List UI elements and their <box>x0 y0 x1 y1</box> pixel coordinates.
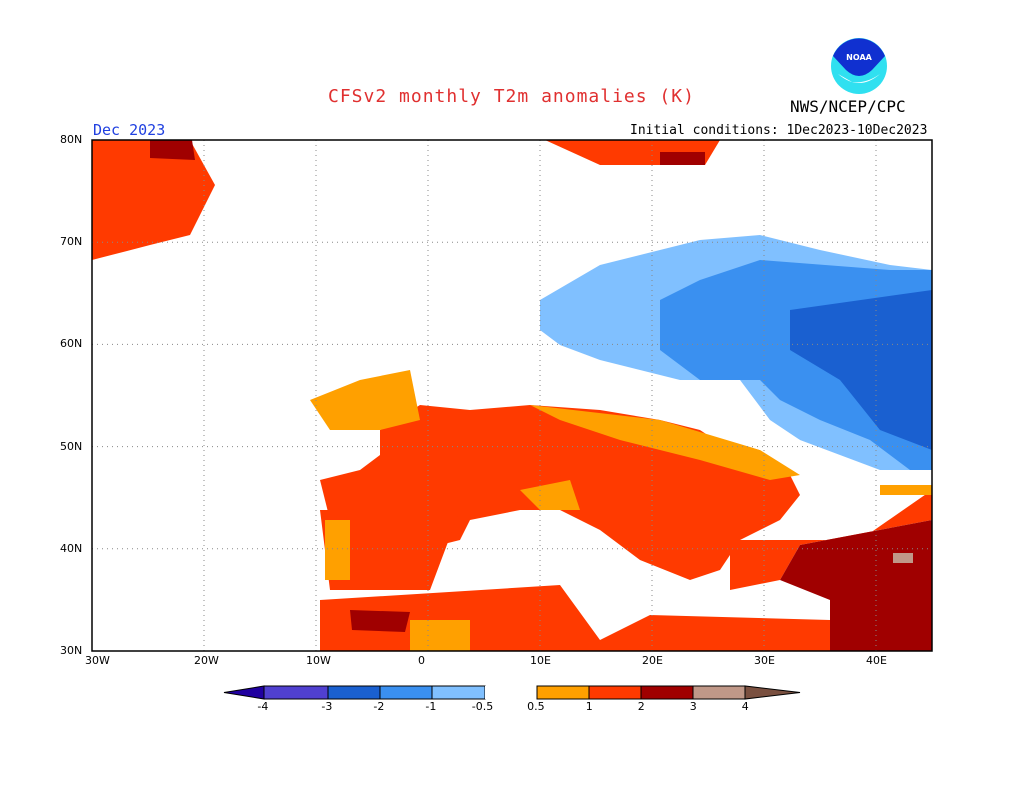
anomaly-uk <box>310 370 420 430</box>
lon-tick-label: 0 <box>418 654 425 667</box>
colorbar-segment <box>223 685 265 700</box>
lon-tick-label: 40E <box>866 654 887 667</box>
anomaly-iberia <box>320 510 460 590</box>
anomaly-very-strong-spot <box>893 553 913 563</box>
colorbar-segment <box>431 685 486 700</box>
lat-tick-label: 80N <box>60 133 83 146</box>
lat-tick-label: 60N <box>60 337 83 351</box>
noaa-logo: NOAA <box>831 38 887 94</box>
anomaly-morocco-strong <box>350 610 410 632</box>
lon-tick-label: 30W <box>85 654 110 667</box>
anomaly-field <box>92 140 932 651</box>
anomaly-svalbard-strong <box>660 152 705 165</box>
colorbar-tick-label: 0.5 <box>527 700 545 713</box>
lon-tick-label: 20E <box>642 654 663 667</box>
anomaly-central-europe-mild <box>530 405 800 480</box>
colorbar-segment <box>263 685 329 700</box>
graticule <box>92 140 932 651</box>
colorbar-tick-label: -0.5 <box>471 700 494 713</box>
colorbar-segment <box>588 685 642 700</box>
lon-tick-label: 30E <box>754 654 775 667</box>
colorbar-segment <box>744 685 801 700</box>
colorbar-segment <box>692 685 746 700</box>
colorbar-segment <box>379 685 433 700</box>
colorbar <box>223 685 801 700</box>
colorbar-tick-label: 3 <box>689 700 697 713</box>
figure-title: CFSv2 monthly T2m anomalies (K) <box>328 86 695 107</box>
colorbar-segment <box>485 686 537 699</box>
anomaly-middle-east-strong <box>780 520 932 651</box>
colorbar-tick-label: 4 <box>741 700 749 713</box>
colorbar-tick-label: -4 <box>257 700 269 713</box>
noaa-logo-text: NOAA <box>846 53 872 62</box>
lat-tick-label: 70N <box>60 235 83 249</box>
valid-month-label: Dec 2023 <box>93 121 166 139</box>
colorbar-tick-label: -1 <box>425 700 437 713</box>
colorbar-tick-label: -2 <box>373 700 385 713</box>
map-frame <box>91 139 933 652</box>
organization-label: NWS/NCEP/CPC <box>790 97 906 116</box>
lon-tick-label: 10E <box>530 654 551 667</box>
lat-tick-label: 50N <box>60 439 83 453</box>
anomaly-russia-colder <box>790 290 932 450</box>
colorbar-tick-label: -3 <box>321 700 333 713</box>
anomaly-caspian-mild <box>880 485 932 495</box>
lat-tick-label: 40N <box>60 541 83 555</box>
colorbar-tick-label: 1 <box>585 700 593 713</box>
anomaly-north-africa-mild <box>410 620 470 651</box>
anomaly-greenland <box>92 140 215 260</box>
lon-tick-label: 20W <box>194 654 219 667</box>
initial-conditions-label: Initial conditions: 1Dec2023-10Dec2023 <box>630 123 928 138</box>
lat-tick-label: 30N <box>60 644 83 657</box>
colorbar-segment <box>327 685 381 700</box>
lon-tick-label: 10W <box>306 654 331 667</box>
anomaly-iberia-orange <box>325 520 350 580</box>
anomaly-baltic-neutral <box>680 380 800 450</box>
colorbar-segment <box>536 685 590 700</box>
colorbar-tick-label: 2 <box>637 700 645 713</box>
anomaly-greenland-strong <box>150 140 195 160</box>
colorbar-segment <box>640 685 694 700</box>
anomaly-italy-mild <box>520 480 580 510</box>
